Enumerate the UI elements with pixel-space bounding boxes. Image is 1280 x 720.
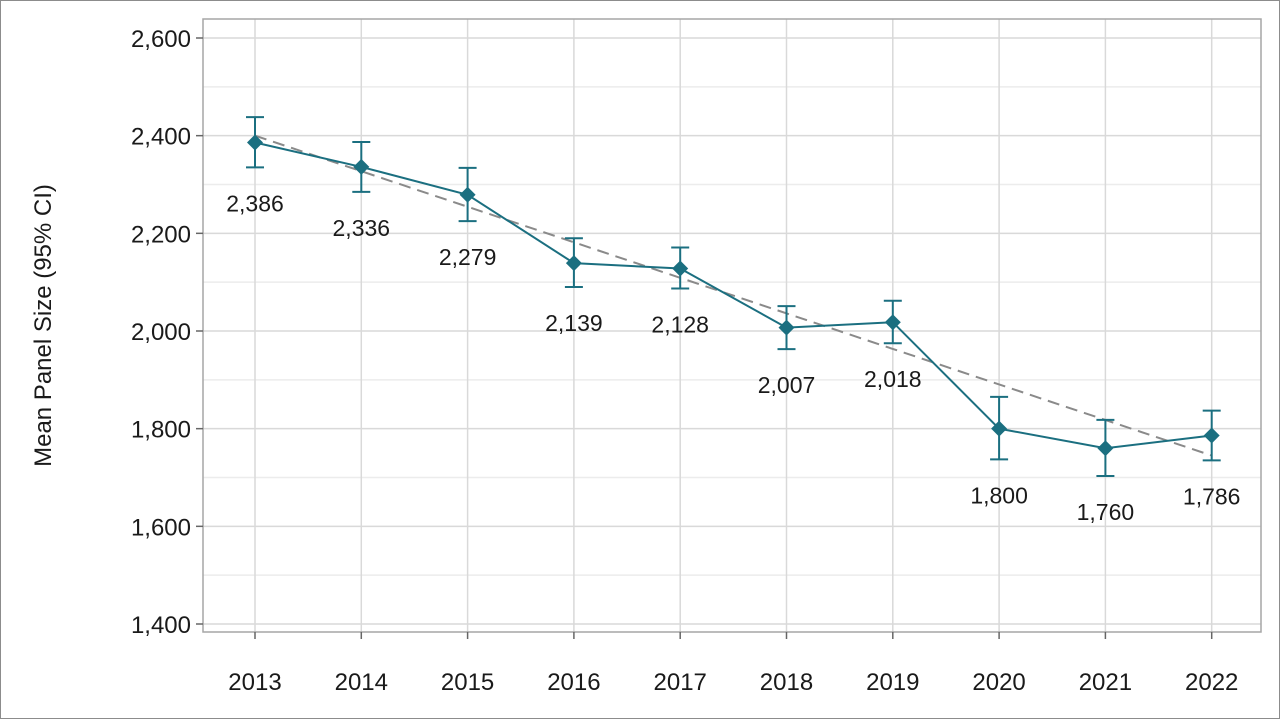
y-tick-label: 2,000 bbox=[131, 319, 191, 346]
data-label: 1,786 bbox=[1183, 483, 1241, 509]
trend-line-segment bbox=[254, 134, 1213, 457]
data-label: 2,279 bbox=[439, 244, 497, 270]
data-point-diamond bbox=[1097, 440, 1114, 457]
data-point-diamond bbox=[884, 314, 901, 331]
y-tick-label: 1,600 bbox=[131, 514, 191, 541]
x-axis: 2013 2014 2015 2016 2017 2018 2019 2020 2021 2022 bbox=[228, 632, 1238, 696]
x-tick-label: 2017 bbox=[654, 669, 707, 696]
series-line bbox=[254, 141, 1212, 450]
data-point-diamond bbox=[565, 255, 582, 272]
grid-lines bbox=[203, 19, 1261, 632]
trend-line bbox=[254, 134, 1213, 457]
x-tick-label: 2014 bbox=[335, 669, 388, 696]
series-polyline bbox=[254, 141, 1212, 450]
plot-area bbox=[202, 18, 1262, 633]
data-point-diamond bbox=[672, 260, 689, 277]
data-label: 2,386 bbox=[226, 190, 284, 216]
y-axis: 1,400 1,600 1,800 2,000 2,200 2,400 2,600 bbox=[131, 26, 203, 639]
data-point-diamond bbox=[247, 134, 263, 151]
data-label: 2,128 bbox=[651, 312, 709, 338]
data-label: 2,336 bbox=[333, 215, 391, 241]
x-tick-label: 2019 bbox=[866, 669, 919, 696]
x-tick-label: 2013 bbox=[228, 669, 281, 696]
data-labels: 2,386 2,336 2,279 2,139 2,128 2,007 2,018 1,800… bbox=[226, 190, 1240, 525]
x-tick-label: 2022 bbox=[1185, 669, 1238, 696]
x-tick-label: 2018 bbox=[760, 669, 813, 696]
y-tick-label: 1,400 bbox=[131, 612, 191, 639]
y-tick-label: 2,400 bbox=[131, 124, 191, 151]
x-tick-label: 2020 bbox=[972, 669, 1025, 696]
data-label: 2,007 bbox=[758, 372, 816, 398]
data-point-diamond bbox=[991, 420, 1008, 437]
data-label: 1,800 bbox=[970, 482, 1028, 508]
y-tick-label: 1,800 bbox=[131, 417, 191, 444]
x-tick-label: 2016 bbox=[547, 669, 600, 696]
data-label: 2,139 bbox=[545, 310, 603, 336]
data-point-diamond bbox=[459, 186, 476, 203]
data-markers bbox=[247, 134, 1220, 457]
data-label: 2,018 bbox=[864, 366, 922, 392]
data-point-diamond bbox=[1203, 427, 1220, 444]
x-tick-label: 2021 bbox=[1079, 669, 1132, 696]
plot-border bbox=[202, 18, 1262, 633]
x-tick-label: 2015 bbox=[441, 669, 494, 696]
y-axis-title: Mean Panel Size (95% CI) bbox=[30, 184, 57, 467]
y-tick-label: 2,600 bbox=[131, 26, 191, 53]
y-tick-label: 2,200 bbox=[131, 221, 191, 248]
data-label: 1,760 bbox=[1077, 499, 1135, 525]
data-point-diamond bbox=[353, 158, 370, 175]
data-point-diamond bbox=[778, 319, 795, 336]
